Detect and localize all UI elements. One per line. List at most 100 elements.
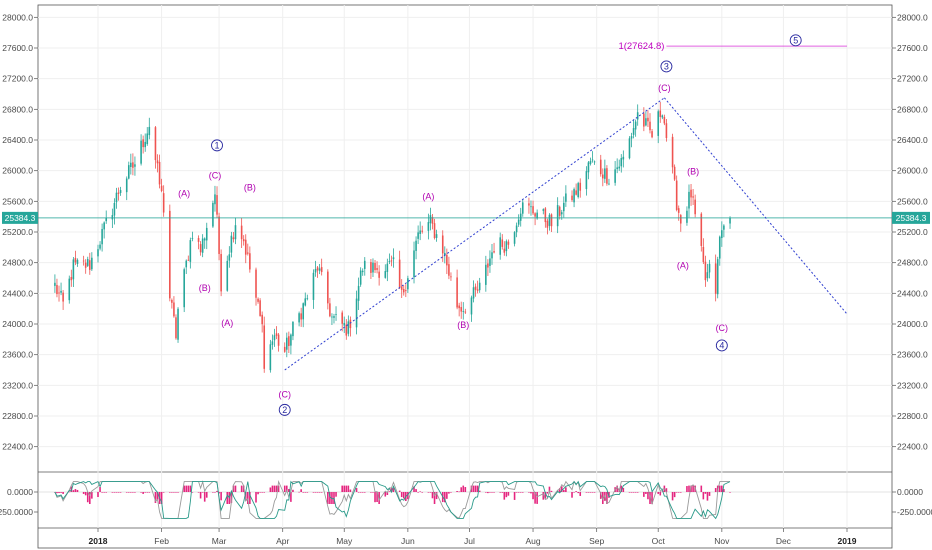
wave-number-label: 1 — [215, 140, 220, 150]
osc-histogram-bar — [599, 492, 602, 499]
osc-histogram-bar — [729, 492, 731, 493]
wave-letter-label: (C) — [658, 83, 671, 93]
osc-histogram-bar — [249, 492, 251, 504]
candle-body — [618, 166, 621, 169]
osc-histogram-bar — [273, 485, 276, 492]
osc-histogram-bar — [255, 492, 257, 503]
osc-histogram-bar — [591, 492, 594, 493]
osc-histogram-bar — [521, 492, 524, 493]
osc-histogram-bar — [563, 489, 565, 492]
candle-body — [398, 259, 401, 288]
osc-histogram-bar — [692, 485, 694, 492]
candle-body — [729, 217, 731, 224]
osc-histogram-bar — [546, 492, 549, 494]
osc-histogram-bar — [263, 492, 266, 493]
osc-histogram-bar — [329, 492, 331, 504]
osc-histogram-bar — [390, 487, 393, 492]
candle-body — [708, 263, 711, 273]
candle-body — [628, 138, 631, 159]
osc-histogram-bar — [314, 492, 317, 493]
osc-histogram-bar — [643, 492, 645, 497]
candle-body — [101, 229, 103, 245]
last-price-label-left: 25384.3 — [5, 213, 36, 223]
osc-histogram-bar — [142, 492, 144, 494]
candle-body — [503, 248, 506, 253]
osc-histogram-bar — [700, 485, 703, 492]
candle-body — [199, 244, 202, 253]
wave-letter-label: (B) — [199, 283, 211, 293]
osc-histogram-bar — [101, 492, 103, 493]
candle-body — [62, 292, 64, 302]
candle-body — [185, 260, 188, 268]
candle-body — [421, 230, 424, 232]
candle-body — [316, 267, 319, 271]
candle-body — [632, 128, 635, 135]
osc-histogram-bar — [148, 492, 151, 493]
candlestick-series — [54, 102, 731, 373]
osc-histogram-bar — [657, 492, 660, 494]
y-tick-label-left: 26000.0 — [2, 166, 33, 176]
x-tick-label: Jul — [464, 536, 475, 546]
osc-histogram-bar — [103, 492, 105, 493]
candle-body — [706, 272, 709, 279]
candle-body — [587, 162, 590, 173]
oscillator-pane — [38, 479, 892, 520]
x-tick-label: Nov — [714, 536, 730, 546]
candle-body — [620, 158, 623, 167]
osc-histogram-bar — [244, 492, 247, 501]
y-tick-label-right: 23600.0 — [897, 350, 928, 360]
y-tick-label-right: 22400.0 — [897, 442, 928, 452]
candle-body — [189, 240, 192, 262]
candle-body — [464, 311, 467, 313]
candle-body — [386, 263, 389, 272]
candle-body — [388, 261, 391, 262]
osc-histogram-bar — [446, 492, 448, 499]
candle-body — [247, 252, 249, 254]
osc-histogram-bar — [589, 492, 592, 493]
candle-body — [329, 303, 331, 317]
last-price-label-right: 25384.3 — [896, 213, 927, 223]
osc-histogram-bar — [636, 492, 639, 493]
osc-histogram-bar — [125, 492, 128, 493]
candle-body — [82, 260, 85, 262]
osc-histogram-bar — [376, 492, 378, 502]
osc-histogram-bar — [82, 492, 85, 494]
candle-body — [318, 268, 321, 271]
candle-body — [191, 237, 194, 239]
y-tick-label-left: 25200.0 — [2, 227, 33, 237]
osc-histogram-bar — [156, 492, 159, 500]
osc-histogram-bar — [456, 491, 458, 492]
wave-number-label: 2 — [282, 405, 287, 415]
osc-histogram-bar — [361, 492, 364, 493]
osc-histogram-bar — [620, 485, 623, 492]
candle-body — [127, 165, 130, 179]
osc-histogram-bar — [706, 492, 709, 501]
candle-body — [273, 335, 276, 341]
candle-body — [173, 302, 175, 317]
osc-histogram-bar — [331, 492, 333, 504]
candle-body — [117, 192, 120, 194]
osc-tick-label-right: 0.0000 — [897, 487, 923, 497]
candle-body — [599, 159, 602, 175]
candle-body — [647, 117, 649, 122]
osc-histogram-bar — [345, 485, 348, 492]
osc-histogram-bar — [491, 492, 493, 493]
candle-body — [361, 270, 364, 273]
osc-histogram-bar — [515, 492, 518, 493]
x-tick-label: Dec — [776, 536, 792, 546]
osc-histogram-bar — [212, 492, 214, 493]
osc-histogram-bar — [517, 492, 520, 493]
osc-histogram-bar — [565, 487, 567, 492]
wave-circle-marker — [278, 403, 291, 416]
candle-body — [593, 161, 596, 163]
osc-histogram-bar — [427, 492, 430, 493]
osc-histogram-bar — [622, 487, 625, 492]
candle-body — [154, 127, 157, 161]
osc-histogram-bar — [218, 492, 220, 494]
osc-histogram-bar — [333, 492, 335, 504]
candle-body — [302, 303, 305, 320]
candle-body — [665, 123, 668, 139]
candle-body — [203, 238, 206, 241]
chart-axes: 28000.0 28000.0 27600.0 27600.0 27200.0 27200… — [0, 12, 932, 546]
